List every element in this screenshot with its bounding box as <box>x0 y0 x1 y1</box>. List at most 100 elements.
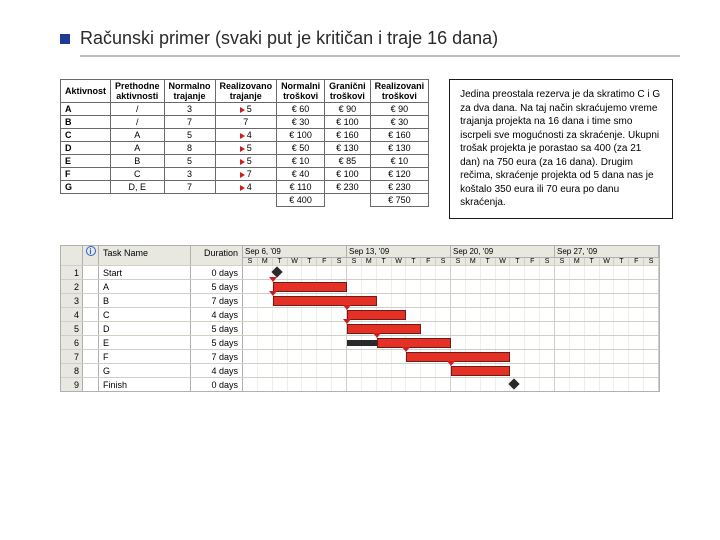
marker-icon <box>240 107 245 113</box>
task-bar <box>377 338 451 348</box>
row-duration: 7 days <box>191 350 243 363</box>
day-header: T <box>614 258 629 265</box>
gantt-row: 1Start0 days <box>61 265 659 279</box>
cost-header: Prethodneaktivnosti <box>111 80 165 103</box>
week-header: Sep 20, '09 <box>451 246 555 257</box>
row-duration: 4 days <box>191 364 243 377</box>
cost-header: Normalnitroškovi <box>277 80 325 103</box>
row-index: 2 <box>61 280 83 293</box>
day-header: T <box>302 258 317 265</box>
day-header: S <box>540 258 555 265</box>
day-header: W <box>392 258 407 265</box>
row-name: E <box>99 336 191 349</box>
taskname-header: Task Name <box>99 246 191 265</box>
link-arrow-icon <box>373 333 381 338</box>
link-arrow-icon <box>269 277 277 282</box>
day-header: M <box>362 258 377 265</box>
gantt-row: 5D5 days <box>61 321 659 335</box>
slack-bar <box>347 340 377 346</box>
title-bullet <box>60 34 70 44</box>
row-timeline <box>243 280 659 293</box>
row-name: C <box>99 308 191 321</box>
gantt-chart: i Task Name Duration Sep 6, '09Sep 13, '… <box>60 245 660 392</box>
link-arrow-icon <box>343 319 351 324</box>
row-timeline <box>243 322 659 335</box>
row-name: Finish <box>99 378 191 391</box>
row-duration: 5 days <box>191 280 243 293</box>
week-header: Sep 27, '09 <box>555 246 659 257</box>
row-index: 3 <box>61 294 83 307</box>
row-info <box>83 364 99 377</box>
cost-header: Realizovanotrajanje <box>215 80 277 103</box>
day-header: S <box>451 258 466 265</box>
row-info <box>83 266 99 279</box>
row-name: B <box>99 294 191 307</box>
gantt-row: 9Finish0 days <box>61 377 659 391</box>
task-bar <box>347 310 406 320</box>
day-header: F <box>317 258 332 265</box>
day-header: S <box>555 258 570 265</box>
row-index: 5 <box>61 322 83 335</box>
gantt-row: 2 A5 days <box>61 279 659 293</box>
gantt-row: 7 F7 days <box>61 349 659 363</box>
row-name: Start <box>99 266 191 279</box>
link-arrow-icon <box>269 291 277 296</box>
task-bar <box>273 296 377 306</box>
cost-row: CA54€ 100€ 160€ 160 <box>61 129 429 142</box>
task-bar <box>347 324 421 334</box>
day-header: S <box>644 258 659 265</box>
row-timeline <box>243 364 659 377</box>
marker-icon <box>240 146 245 152</box>
cost-table: AktivnostPrethodneaktivnostiNormalnotraj… <box>60 79 429 207</box>
day-header: T <box>377 258 392 265</box>
row-timeline <box>243 336 659 349</box>
gantt-row: 4 C4 days <box>61 307 659 321</box>
row-timeline <box>243 294 659 307</box>
row-index: 8 <box>61 364 83 377</box>
day-header: S <box>436 258 451 265</box>
slide-title: Računski primer (svaki put je kritičan i… <box>80 28 498 49</box>
row-timeline <box>243 378 659 391</box>
day-header: S <box>347 258 362 265</box>
day-header: M <box>466 258 481 265</box>
day-header: T <box>585 258 600 265</box>
row-info <box>83 280 99 293</box>
day-header: M <box>570 258 585 265</box>
row-info <box>83 294 99 307</box>
row-name: G <box>99 364 191 377</box>
link-arrow-icon <box>343 305 351 310</box>
cost-totals-row: € 400€ 750 <box>61 194 429 207</box>
cost-header: Aktivnost <box>61 80 111 103</box>
day-header: F <box>421 258 436 265</box>
cost-row: EB55€ 10€ 85€ 10 <box>61 155 429 168</box>
cost-row: A/35€ 60€ 90€ 90 <box>61 103 429 116</box>
row-duration: 5 days <box>191 336 243 349</box>
cost-header: Realizovanitroškovi <box>370 80 429 103</box>
day-header: T <box>481 258 496 265</box>
day-header: M <box>258 258 273 265</box>
row-name: F <box>99 350 191 363</box>
row-timeline <box>243 266 659 279</box>
cost-row: B/77€ 30€ 100€ 30 <box>61 116 429 129</box>
day-header: T <box>406 258 421 265</box>
info-column-header: i <box>83 246 99 265</box>
row-name: A <box>99 280 191 293</box>
task-bar <box>406 352 510 362</box>
row-info <box>83 322 99 335</box>
day-header: S <box>243 258 258 265</box>
row-duration: 5 days <box>191 322 243 335</box>
row-info <box>83 378 99 391</box>
gantt-row: 6E5 days <box>61 335 659 349</box>
row-duration: 0 days <box>191 378 243 391</box>
cost-header: Normalnotrajanje <box>164 80 215 103</box>
row-index: 7 <box>61 350 83 363</box>
title-underline <box>80 55 680 57</box>
task-bar <box>273 282 347 292</box>
link-arrow-icon <box>402 347 410 352</box>
day-header: W <box>496 258 511 265</box>
marker-icon <box>240 133 245 139</box>
row-index: 4 <box>61 308 83 321</box>
gantt-row: 8 G4 days <box>61 363 659 377</box>
marker-icon <box>240 185 245 191</box>
row-duration: 4 days <box>191 308 243 321</box>
